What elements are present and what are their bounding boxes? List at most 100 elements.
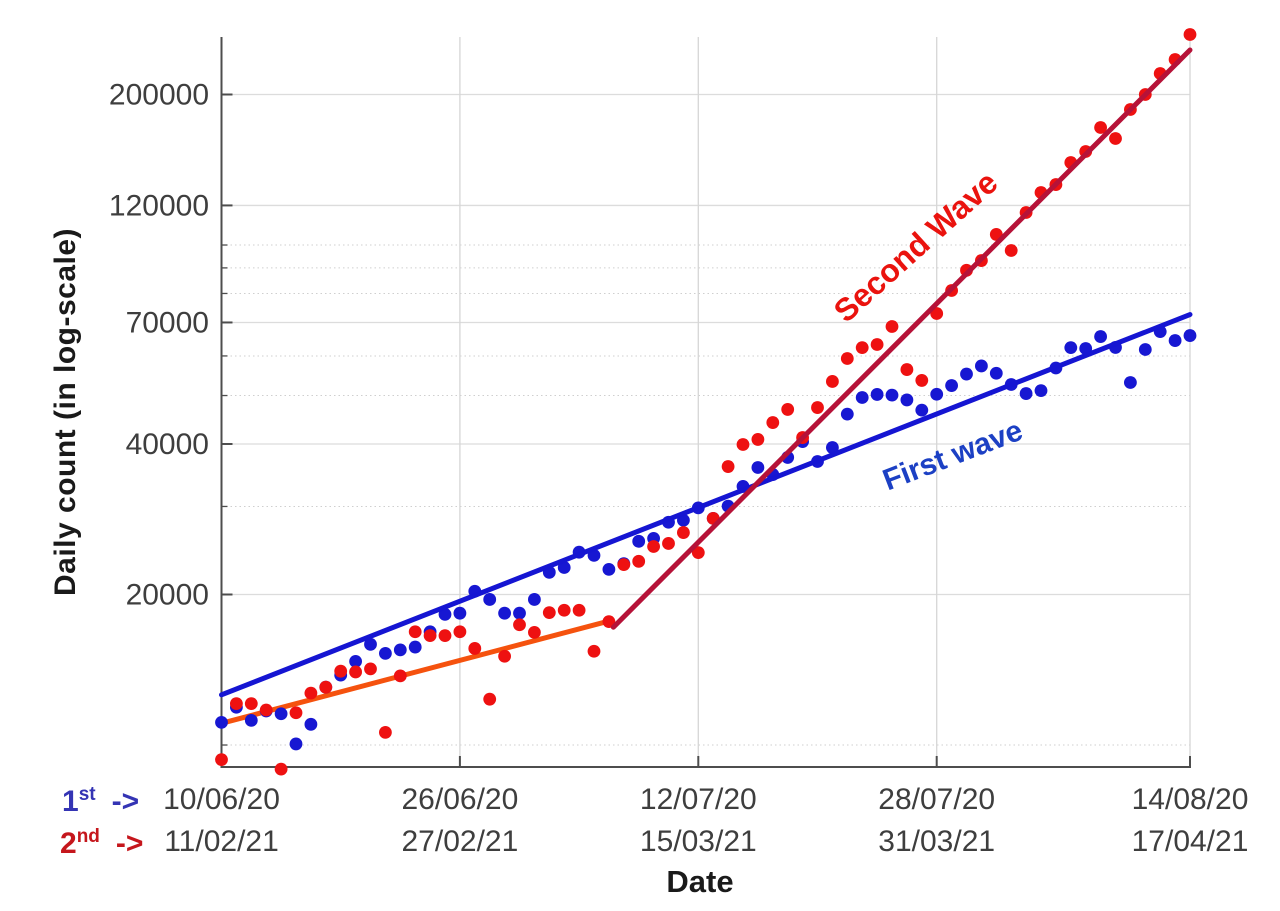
x-tick-label-first-wave: 10/06/20 <box>163 783 280 816</box>
second-wave-point <box>513 618 526 632</box>
second-wave-point <box>677 526 690 539</box>
first-wave-point <box>438 607 452 621</box>
first-wave-point <box>989 366 1003 380</box>
first-wave-point <box>751 461 765 474</box>
x-axis-title: Date <box>666 864 734 899</box>
first-wave-point <box>602 563 616 576</box>
first-wave-point <box>855 391 869 404</box>
first-wave-point <box>215 715 228 729</box>
second-wave-point <box>1109 132 1122 145</box>
second-wave-point <box>453 625 467 639</box>
second-wave-point <box>423 629 437 643</box>
second-wave-point <box>349 665 362 679</box>
first-wave-point <box>870 388 884 401</box>
second-wave-point <box>364 662 377 676</box>
x-tick-row-label-second-wave: 2nd -> <box>60 826 143 861</box>
first-wave-row-arrow-icon: -> <box>111 785 140 818</box>
second-wave-point <box>602 615 616 629</box>
second-wave-point <box>1183 28 1197 41</box>
first-wave-point <box>1094 330 1107 343</box>
second-wave-row-arrow-icon: -> <box>115 827 144 860</box>
first-wave-point <box>528 593 541 606</box>
first-wave-point <box>1124 376 1137 389</box>
first-wave-point <box>244 714 258 727</box>
first-wave-point <box>1064 341 1078 354</box>
second-wave-point <box>826 375 839 388</box>
second-wave-point <box>542 606 556 620</box>
first-wave-point <box>885 388 899 402</box>
second-wave-point <box>662 537 675 550</box>
first-wave-row-ordinal: st <box>78 784 96 805</box>
second-wave-point <box>244 697 258 711</box>
y-tick-label: 70000 <box>126 306 209 339</box>
second-wave-point <box>647 540 660 553</box>
x-tick-label-first-wave: 28/07/20 <box>878 783 995 816</box>
first-wave-point <box>453 606 467 620</box>
second-wave-row-number: 2 <box>60 827 77 860</box>
first-wave-point <box>930 387 944 401</box>
x-tick-label-second-wave: 15/03/21 <box>640 825 757 858</box>
first-wave-point <box>1138 343 1152 356</box>
y-tick-label: 200000 <box>109 79 209 112</box>
first-wave-point <box>274 707 288 721</box>
second-wave-point <box>274 762 288 776</box>
first-wave-point <box>513 606 526 620</box>
second-wave-point <box>870 338 884 351</box>
y-axis-title: Daily count (in log-scale) <box>49 227 82 597</box>
first-wave-point <box>1034 384 1048 397</box>
second-wave-point <box>691 546 705 560</box>
x-tick-label-first-wave: 14/08/20 <box>1132 783 1249 816</box>
second-wave-point <box>408 625 422 639</box>
second-wave-early-fit-line <box>219 618 612 726</box>
second-wave-point <box>572 603 586 617</box>
first-wave-point <box>408 640 422 654</box>
first-wave-point <box>379 646 392 660</box>
second-wave-point <box>483 692 497 706</box>
x-tick-label-second-wave: 31/03/21 <box>878 825 995 858</box>
second-wave-point <box>215 753 228 767</box>
first-wave-point <box>1019 387 1033 400</box>
second-wave-point <box>1004 244 1018 257</box>
first-wave-point <box>289 737 303 751</box>
first-wave-point <box>498 606 511 620</box>
second-wave-fit-line <box>610 47 1193 630</box>
second-wave-point <box>334 664 348 678</box>
first-wave-point <box>364 637 377 651</box>
x-tick-label-second-wave: 17/04/21 <box>1132 825 1249 858</box>
second-wave-point <box>259 703 273 717</box>
second-wave-point <box>379 725 392 739</box>
first-wave-point <box>945 379 958 392</box>
x-tick-row-label-first-wave: 1st -> <box>62 784 139 819</box>
y-tick-label: 40000 <box>126 428 209 461</box>
second-wave-point <box>319 680 333 694</box>
second-wave-point <box>438 629 452 643</box>
second-wave-point <box>230 697 243 711</box>
second-wave-point <box>617 558 631 572</box>
second-wave-point <box>721 460 735 473</box>
second-wave-point <box>632 554 646 568</box>
second-wave-point <box>289 706 303 720</box>
first-wave-point <box>975 359 988 373</box>
first-wave-point <box>1183 329 1197 342</box>
second-wave-point <box>840 352 854 365</box>
second-wave-point <box>304 686 318 700</box>
second-wave-point <box>766 416 780 429</box>
second-wave-point <box>468 642 482 655</box>
x-tick-label-first-wave: 26/06/20 <box>402 783 519 816</box>
second-wave-point <box>855 341 869 354</box>
y-tick-label: 20000 <box>126 579 209 612</box>
first-wave-fit-line <box>219 312 1193 698</box>
second-wave-point <box>811 401 824 414</box>
second-wave-point <box>885 320 899 333</box>
first-wave-point <box>632 534 646 548</box>
first-wave-point <box>393 643 407 657</box>
x-tick-label-first-wave: 12/07/20 <box>640 783 757 816</box>
second-wave-point <box>781 403 795 416</box>
second-wave-point <box>393 669 407 683</box>
first-wave-point <box>557 561 571 574</box>
first-wave-row-number: 1 <box>62 785 79 818</box>
second-wave-point <box>1094 121 1107 134</box>
first-wave-point <box>840 407 854 421</box>
